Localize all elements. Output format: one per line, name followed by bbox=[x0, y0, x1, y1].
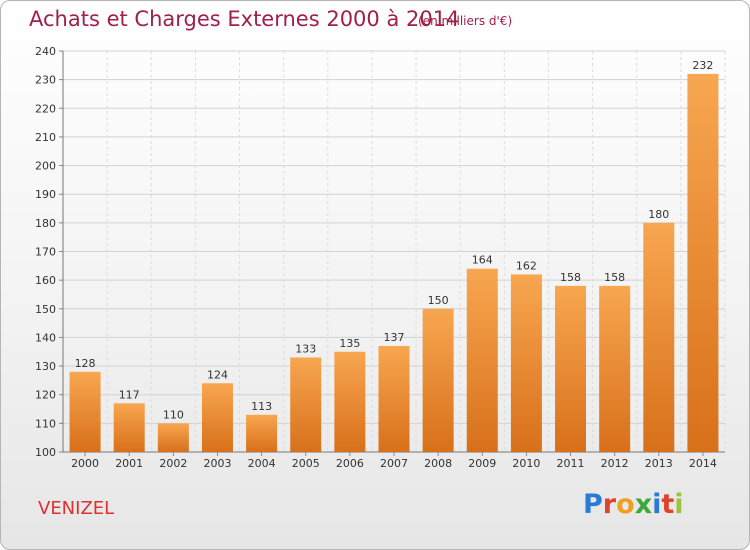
x-tick-label: 2012 bbox=[601, 457, 629, 470]
x-tick-label: 2000 bbox=[71, 457, 99, 470]
bar bbox=[643, 222, 675, 452]
bar bbox=[422, 308, 454, 452]
bar bbox=[334, 351, 366, 452]
bar-value-label: 124 bbox=[207, 368, 228, 381]
y-tick-label: 200 bbox=[35, 160, 56, 173]
bar-value-label: 137 bbox=[384, 331, 405, 344]
y-tick-label: 190 bbox=[35, 188, 56, 201]
bar-value-label: 110 bbox=[163, 408, 184, 421]
bar bbox=[201, 383, 233, 452]
bar bbox=[510, 274, 542, 452]
bar-value-label: 128 bbox=[75, 357, 96, 370]
proxiti-logo: Proxiti bbox=[583, 489, 684, 520]
y-tick-label: 160 bbox=[35, 274, 56, 287]
labels: 128 2000 117 2001 110 2002 124 2003 113 2004 133 20… bbox=[71, 59, 717, 470]
bar bbox=[246, 414, 278, 452]
logo-letter: i bbox=[652, 489, 662, 520]
bar bbox=[378, 346, 410, 452]
x-tick-label: 2004 bbox=[248, 457, 276, 470]
x-tick-label: 2009 bbox=[468, 457, 496, 470]
logo-letter: i bbox=[674, 489, 684, 520]
x-tick-label: 2001 bbox=[115, 457, 143, 470]
y-tick-label: 170 bbox=[35, 246, 56, 259]
bar-value-label: 135 bbox=[339, 337, 360, 350]
y-tick-label: 100 bbox=[35, 446, 56, 459]
bar bbox=[290, 357, 322, 452]
x-tick-label: 2013 bbox=[645, 457, 673, 470]
bar bbox=[157, 423, 189, 452]
x-tick-label: 2011 bbox=[557, 457, 585, 470]
bar bbox=[599, 285, 631, 452]
y-tick-label: 180 bbox=[35, 217, 56, 230]
bar bbox=[466, 268, 498, 452]
y-tick-label: 230 bbox=[35, 74, 56, 87]
bar bbox=[555, 285, 587, 452]
y-tick-label: 110 bbox=[35, 417, 56, 430]
logo-letter: x bbox=[634, 489, 653, 520]
bar-value-label: 158 bbox=[604, 271, 625, 284]
bars bbox=[69, 73, 719, 453]
x-tick-label: 2010 bbox=[512, 457, 540, 470]
bar-value-label: 180 bbox=[648, 208, 669, 221]
bar-value-label: 162 bbox=[516, 259, 537, 272]
y-tick-label: 210 bbox=[35, 131, 56, 144]
x-tick-label: 2008 bbox=[424, 457, 452, 470]
x-tick-label: 2007 bbox=[380, 457, 408, 470]
y-tick-label: 240 bbox=[35, 45, 56, 58]
x-tick-label: 2003 bbox=[203, 457, 231, 470]
chart-title: Achats et Charges Externes 2000 à 2014 bbox=[29, 7, 460, 31]
y-tick-label: 140 bbox=[35, 331, 56, 344]
logo-letter: t bbox=[661, 489, 675, 520]
bar bbox=[113, 403, 145, 452]
bar-value-label: 232 bbox=[692, 59, 713, 72]
y-tick-label: 120 bbox=[35, 389, 56, 402]
bar bbox=[687, 73, 719, 453]
x-tick-label: 2014 bbox=[689, 457, 717, 470]
x-tick-label: 2002 bbox=[159, 457, 187, 470]
bar-value-label: 164 bbox=[472, 254, 493, 267]
x-tick-label: 2006 bbox=[336, 457, 364, 470]
bar-value-label: 133 bbox=[295, 342, 316, 355]
y-tick-label: 130 bbox=[35, 360, 56, 373]
logo-letter: P bbox=[583, 489, 603, 520]
chart-subtitle: (en milliers d'€) bbox=[418, 14, 513, 28]
bar-value-label: 158 bbox=[560, 271, 581, 284]
bar-value-label: 117 bbox=[119, 388, 140, 401]
bar-value-label: 113 bbox=[251, 400, 272, 413]
x-tick-label: 2005 bbox=[292, 457, 320, 470]
bar-value-label: 150 bbox=[428, 294, 449, 307]
y-tick-label: 220 bbox=[35, 102, 56, 115]
logo-letter: r bbox=[602, 489, 617, 520]
y-tick-label: 150 bbox=[35, 303, 56, 316]
logo-letter: o bbox=[616, 489, 635, 520]
bar bbox=[69, 371, 101, 452]
commune-name: VENIZEL bbox=[38, 498, 115, 519]
